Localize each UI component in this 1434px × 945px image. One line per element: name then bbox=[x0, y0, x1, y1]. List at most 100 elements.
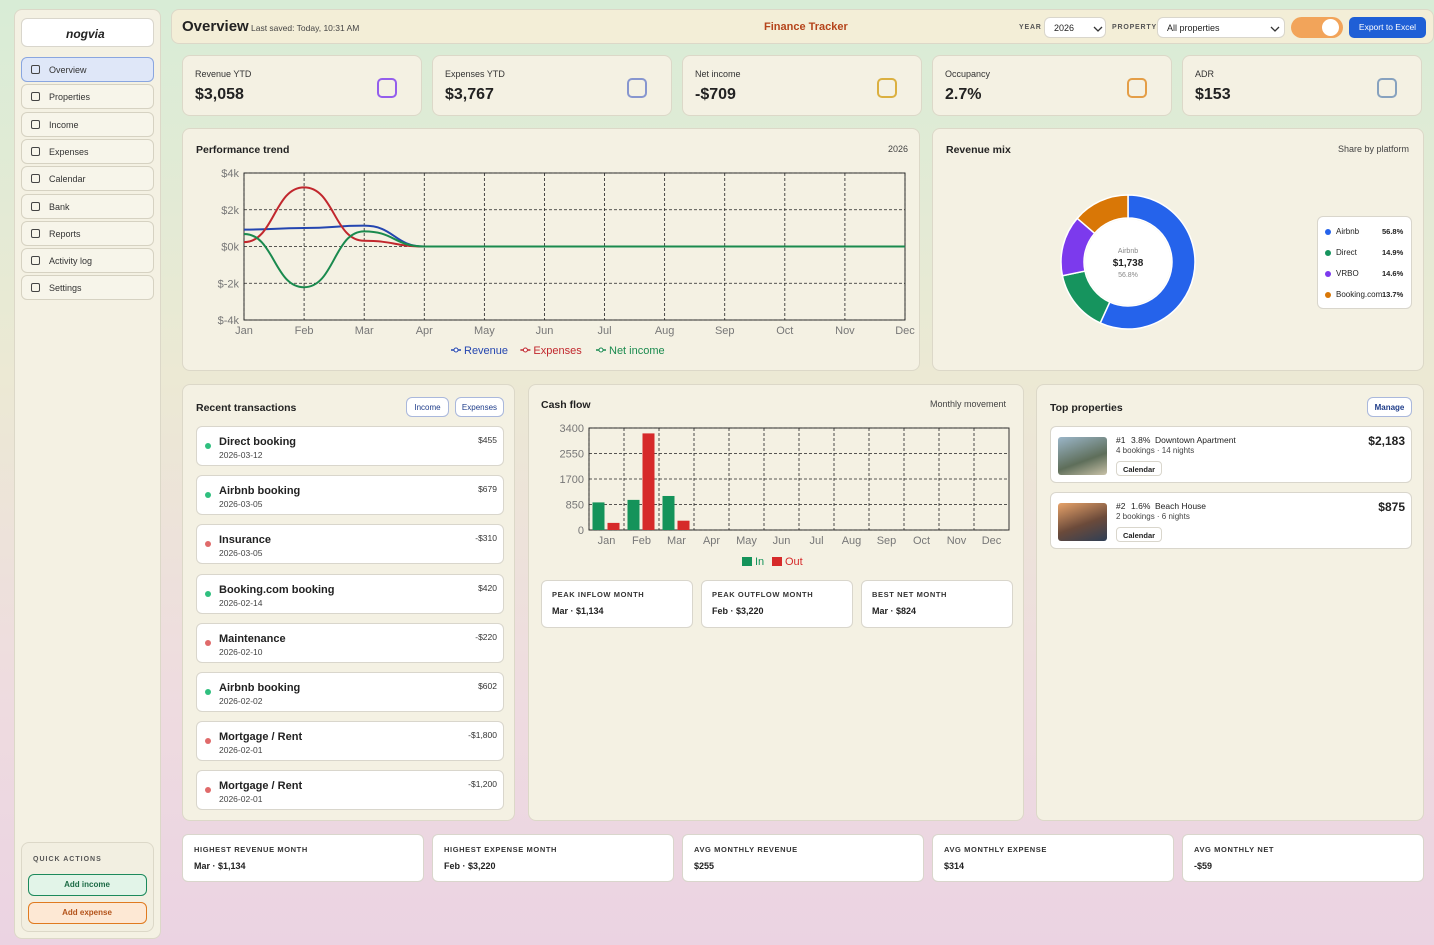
summary-card: HIGHEST EXPENSE MONTH Feb · $3,220 bbox=[432, 834, 674, 882]
highlight-value: Mar · $824 bbox=[872, 606, 917, 616]
summary-value: $255 bbox=[694, 861, 715, 871]
transaction-name: Insurance bbox=[219, 534, 271, 547]
highlight-value: Feb · $3,220 bbox=[712, 606, 764, 616]
legend-swatch bbox=[772, 557, 782, 566]
donut-slice bbox=[1076, 194, 1129, 235]
transaction-row[interactable]: Mortgage / Rent 2026-02-01 -$1,800 bbox=[196, 721, 504, 762]
legend-label: Direct bbox=[1336, 248, 1357, 257]
legend-label: Booking.com bbox=[1336, 290, 1383, 299]
kpi-icon bbox=[1127, 78, 1147, 98]
theme-toggle[interactable] bbox=[1291, 17, 1343, 38]
transaction-row[interactable]: Insurance 2026-03-05 -$310 bbox=[196, 524, 504, 565]
nav-icon bbox=[31, 228, 40, 238]
transaction-dot bbox=[205, 443, 211, 449]
property-details: 2 bookings · 6 nights bbox=[1116, 512, 1190, 521]
nav-item[interactable]: Expenses bbox=[21, 138, 154, 164]
calendar-button[interactable]: Calendar bbox=[1116, 461, 1162, 476]
y-tick-label: 2550 bbox=[560, 449, 584, 461]
summary-value: Mar · $1,134 bbox=[194, 861, 246, 871]
bar bbox=[607, 522, 620, 530]
chart-card: Cash flow Monthly movement 0 850 1700 2550 340… bbox=[528, 384, 1024, 821]
y-tick-label: $0k bbox=[221, 242, 239, 254]
x-tick-label: Jul bbox=[598, 325, 612, 337]
line-series bbox=[243, 186, 905, 248]
page-title: Overview bbox=[182, 18, 249, 35]
legend-label: In bbox=[755, 556, 764, 568]
kpi-value: -$709 bbox=[695, 86, 736, 103]
chart-subtitle: 2026 bbox=[888, 144, 909, 154]
top-properties-card: Top properties Manage #1 3.8% Downtown Apart… bbox=[1036, 384, 1424, 821]
summary-value: $314 bbox=[944, 861, 965, 871]
transaction-date: 2026-02-10 bbox=[219, 646, 263, 657]
add-expense-button[interactable]: Add expense bbox=[28, 902, 147, 924]
kpi-value: 2.7% bbox=[945, 86, 982, 103]
legend-dot bbox=[1325, 250, 1331, 256]
transaction-row[interactable]: Airbnb booking 2026-03-05 $679 bbox=[196, 475, 504, 516]
kpi-icon bbox=[627, 78, 647, 98]
donut-slice bbox=[1099, 194, 1196, 330]
transaction-row[interactable]: Airbnb booking 2026-02-02 $602 bbox=[196, 672, 504, 712]
transaction-amount: $420 bbox=[478, 582, 497, 593]
year-select[interactable]: 2026 bbox=[1044, 17, 1106, 38]
transaction-row[interactable]: Mortgage / Rent 2026-02-01 -$1,200 bbox=[196, 770, 504, 811]
nav-item[interactable]: Bank bbox=[21, 193, 154, 219]
bar bbox=[642, 433, 655, 530]
add-income-label: Add income bbox=[64, 880, 110, 889]
transaction-name: Maintenance bbox=[219, 632, 286, 645]
quick-actions: QUICK ACTIONS Add income Add expense bbox=[21, 842, 154, 932]
nav-item[interactable]: Properties bbox=[21, 84, 154, 110]
summary-value: -$59 bbox=[1194, 861, 1213, 871]
export-button[interactable]: Export to Excel bbox=[1349, 17, 1426, 38]
legend-dot bbox=[1325, 229, 1331, 235]
transaction-amount: -$220 bbox=[475, 631, 497, 642]
x-tick-label: Apr bbox=[703, 535, 720, 547]
toggle-knob bbox=[1322, 19, 1339, 36]
property-select[interactable]: All properties bbox=[1157, 17, 1285, 38]
transaction-row[interactable]: Maintenance 2026-02-10 -$220 bbox=[196, 622, 504, 663]
kpi-icon bbox=[377, 78, 397, 98]
summary-label: HIGHEST REVENUE MONTH bbox=[194, 845, 308, 854]
x-tick-label: Dec bbox=[982, 535, 1002, 547]
section-title: Top properties bbox=[1050, 402, 1123, 414]
calendar-button[interactable]: Calendar bbox=[1116, 527, 1162, 542]
nav-item[interactable]: Activity log bbox=[21, 248, 154, 274]
add-expense-label: Add expense bbox=[62, 908, 112, 917]
kpi-value: $153 bbox=[1195, 86, 1231, 103]
nav-item[interactable]: Settings bbox=[21, 275, 154, 301]
add-income-button[interactable]: Add income bbox=[28, 874, 147, 896]
caret-path bbox=[1093, 26, 1103, 32]
sidebar: nogvia Overview Properties Income Expenses Ca… bbox=[14, 9, 161, 939]
transaction-amount: $679 bbox=[478, 484, 497, 495]
kpi-card: Net income -$709 bbox=[682, 55, 922, 116]
nav-item[interactable]: Overview bbox=[21, 57, 154, 82]
legend-label: Revenue bbox=[464, 345, 508, 357]
transactions-card: Recent transactions Income Expenses Direct … bbox=[182, 384, 515, 821]
calendar-label: Calendar bbox=[1122, 530, 1156, 540]
transaction-amount: $455 bbox=[478, 435, 497, 445]
property-row[interactable]: #1 3.8% Downtown Apartment 4 bookings · 14 … bbox=[1050, 426, 1412, 483]
highlight-label: PEAK INFLOW MONTH bbox=[552, 590, 645, 599]
kpi-card: ADR $153 bbox=[1182, 55, 1422, 116]
property-revenue: $2,183 bbox=[1368, 434, 1405, 448]
nav-item[interactable]: Calendar bbox=[21, 166, 154, 192]
property-row[interactable]: #2 1.6% Beach House 2 bookings · 6 nights Ca… bbox=[1050, 492, 1412, 549]
legend-label: VRBO bbox=[1336, 269, 1359, 278]
highlight-label: BEST NET MONTH bbox=[872, 590, 948, 599]
nav-item[interactable]: Reports bbox=[21, 220, 154, 246]
transaction-row[interactable]: Booking.com booking 2026-02-14 $420 bbox=[196, 573, 504, 614]
nav-item[interactable]: Income bbox=[21, 111, 154, 137]
filter-button[interactable]: Expenses bbox=[455, 397, 504, 417]
donut-hole bbox=[1085, 219, 1171, 305]
y-tick-label: $2k bbox=[221, 205, 239, 217]
center-value: $1,738 bbox=[1113, 258, 1144, 269]
summary-card: AVG MONTHLY REVENUE $255 bbox=[682, 834, 924, 882]
filter-button[interactable]: Income bbox=[406, 397, 449, 417]
transaction-row[interactable]: Direct booking 2026-03-12 $455 bbox=[196, 426, 504, 466]
chart-title: Cash flow bbox=[541, 399, 591, 411]
manage-button[interactable]: Manage bbox=[1367, 397, 1412, 417]
property-rank: #2 bbox=[1116, 501, 1126, 511]
kpi-value: $3,058 bbox=[195, 86, 244, 103]
bar bbox=[592, 502, 605, 530]
